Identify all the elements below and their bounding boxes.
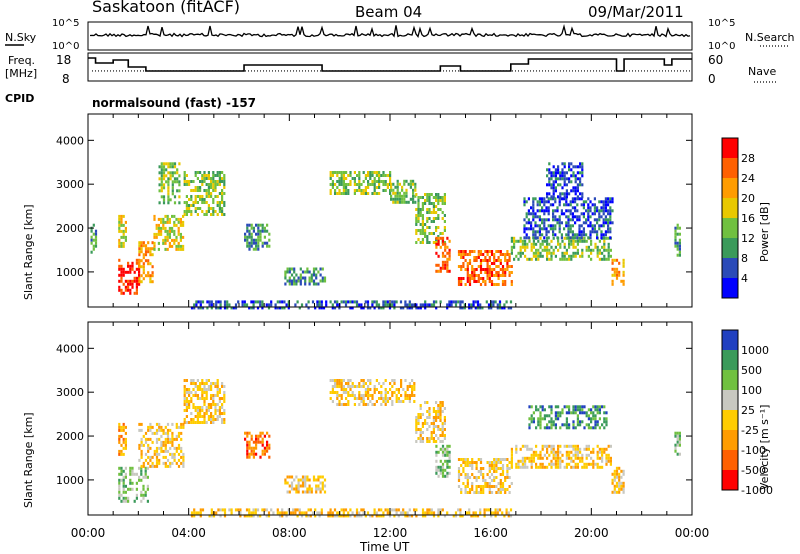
- y-tick-label: 3000: [56, 386, 84, 399]
- cpid-mode: normalsound (fast) -157: [92, 96, 256, 110]
- colorbar-swatch: [722, 350, 738, 370]
- colorbar-swatch: [722, 450, 738, 470]
- noise-tick-bottom-right: 10^0: [708, 41, 735, 52]
- noise-tick-top-right: 10^5: [708, 18, 735, 29]
- power-y-label: Slant Range [km]: [22, 204, 35, 300]
- y-tick-label: 2000: [56, 222, 84, 235]
- colorbar-tick-label: -25: [741, 424, 759, 437]
- noise-tick-top-left: 10^5: [52, 18, 79, 29]
- colorbar-tick-label: 16: [741, 212, 755, 225]
- y-tick-label: 3000: [56, 178, 84, 191]
- y-tick-label: 1000: [56, 266, 84, 279]
- colorbar-swatch: [722, 218, 738, 238]
- colorbar-tick-label: 500: [741, 364, 762, 377]
- colorbar-swatch: [722, 278, 738, 298]
- nave-tick-top: 60: [708, 53, 723, 67]
- nave-label: Nave: [748, 65, 776, 78]
- colorbar-swatch: [722, 178, 738, 198]
- velocity-y-axis: 1000 2000 3000 4000: [56, 322, 692, 515]
- velocity-panel: 1000 2000 3000 4000 Slant Range [km] 1000 50…: [22, 321, 773, 554]
- y-tick-label: 4000: [56, 134, 84, 147]
- colorbar-tick-label: 12: [741, 232, 755, 245]
- frequency-panel: Freq. [MHz] 18 8 60 0 Nave: [5, 52, 776, 86]
- x-tick-label: 00:00: [71, 526, 106, 540]
- power-echoes: [90, 162, 681, 310]
- y-tick-label: 2000: [56, 430, 84, 443]
- nave-tick-bottom: 0: [708, 72, 716, 86]
- x-tick-label: 16:00: [473, 526, 508, 540]
- colorbar-tick-label: 28: [741, 152, 755, 165]
- velocity-colorbar-label: Velocity [m s⁻¹]: [758, 405, 771, 490]
- colorbar-swatch: [722, 330, 738, 350]
- freq-label-line1: Freq.: [8, 54, 35, 67]
- colorbar-swatch: [722, 470, 738, 490]
- noise-tick-bottom-left: 10^0: [52, 41, 79, 52]
- freq-tick-top: 18: [56, 53, 71, 67]
- colorbar-tick-label: 100: [741, 384, 762, 397]
- cpid-label: CPID: [5, 92, 34, 105]
- colorbar-tick-label: -100: [741, 444, 766, 457]
- colorbar-swatch: [722, 390, 738, 410]
- noise-panel: N.Sky 10^5 10^0 10^5 10^0 N.Search: [5, 18, 795, 52]
- noise-search-label: N.Search: [745, 31, 795, 44]
- power-panel: 1000 2000 3000 4000 Slant Range [km] 28 24 20…: [22, 113, 771, 310]
- x-axis-label: Time UT: [359, 540, 410, 554]
- colorbar-swatch: [722, 370, 738, 390]
- x-tick-label: 20:00: [574, 526, 609, 540]
- power-colorbar: 28 24 20 16 12 8 4: [721, 137, 755, 299]
- x-tick-label: 04:00: [171, 526, 206, 540]
- colorbar-tick-label: 8: [741, 252, 748, 265]
- colorbar-tick-label: -1000: [741, 484, 773, 497]
- velocity-echoes: [118, 379, 681, 518]
- frequency-line: [88, 57, 692, 72]
- velocity-colorbar: 1000 500 100 25 -25 -100 -500 -1000: [721, 329, 773, 497]
- colorbar-swatch: [722, 198, 738, 218]
- beam-title: Beam 04: [355, 3, 422, 21]
- power-y-axis: 1000 2000 3000 4000: [56, 114, 692, 307]
- colorbar-swatch: [722, 258, 738, 278]
- velocity-y-label: Slant Range [km]: [22, 412, 35, 508]
- noise-sky-line: [89, 23, 691, 38]
- colorbar-tick-label: 25: [741, 404, 755, 417]
- x-tick-label: 08:00: [272, 526, 307, 540]
- colorbar-tick-label: -500: [741, 464, 766, 477]
- colorbar-tick-label: 24: [741, 172, 755, 185]
- station-title: Saskatoon (fitACF): [92, 0, 240, 16]
- y-tick-label: 1000: [56, 474, 84, 487]
- y-tick-label: 4000: [56, 342, 84, 355]
- colorbar-swatch: [722, 430, 738, 450]
- colorbar-tick-label: 1000: [741, 344, 769, 357]
- colorbar-tick-label: 20: [741, 192, 755, 205]
- x-tick-label: 12:00: [373, 526, 408, 540]
- colorbar-swatch: [722, 138, 738, 158]
- time-x-axis: 00:00 04:00 08:00 12:00 16:00 20:00 00:00: [71, 526, 710, 540]
- freq-tick-bottom: 8: [62, 72, 70, 86]
- freq-label-line2: [MHz]: [5, 67, 37, 80]
- colorbar-swatch: [722, 410, 738, 430]
- date-title: 09/Mar/2011: [588, 3, 684, 21]
- colorbar-swatch: [722, 158, 738, 178]
- colorbar-tick-label: 4: [741, 272, 748, 285]
- x-tick-label: 00:00: [675, 526, 710, 540]
- noise-sky-label: N.Sky: [5, 31, 37, 44]
- colorbar-swatch: [722, 238, 738, 258]
- power-colorbar-label: Power [dB]: [758, 202, 771, 262]
